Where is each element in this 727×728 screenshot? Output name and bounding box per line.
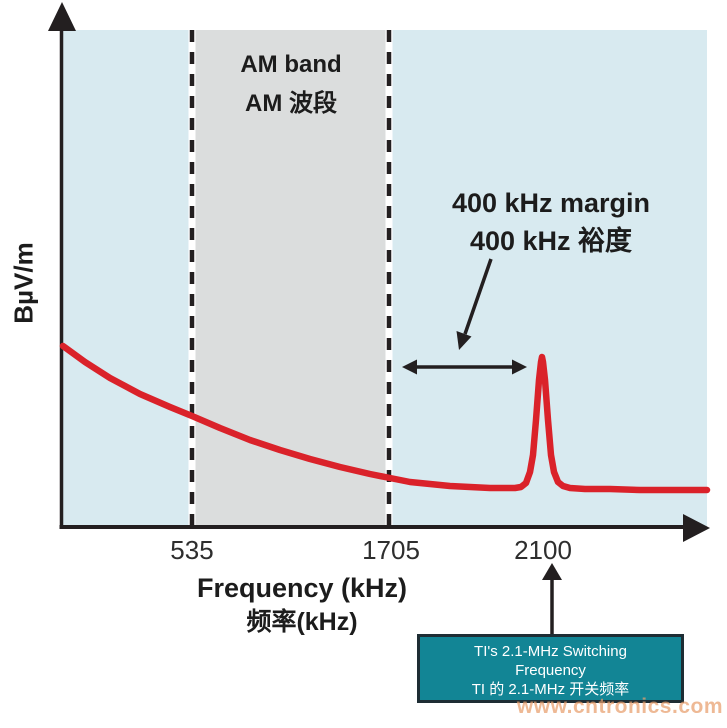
switching-frequency-callout: TI's 2.1-MHz Switching Frequency TI 的 2.…	[417, 634, 684, 703]
y-axis	[48, 2, 76, 529]
y-axis-label: BµV/m	[8, 242, 39, 324]
x-axis-label-en: Frequency (kHz)	[196, 573, 408, 603]
am-band-label-zh: AM 波段	[245, 90, 337, 117]
x-tick-535: 535	[170, 535, 214, 565]
x-tick-2100: 2100	[514, 535, 572, 565]
switching-frequency-arrowhead-icon	[542, 563, 562, 580]
margin-arrow-left-head-icon	[402, 359, 417, 375]
margin-label-en: 400 kHz margin	[451, 188, 651, 218]
x-axis-arrowhead-icon	[683, 514, 710, 542]
margin-label-zh: 400 kHz 裕度	[469, 226, 633, 256]
x-tick-1705: 1705	[362, 535, 420, 565]
watermark: www.cntronics.com	[516, 695, 723, 718]
x-axis	[59, 514, 710, 542]
margin-callout-arrowhead-icon	[456, 331, 472, 350]
x-axis-label-zh: 频率(kHz)	[246, 608, 358, 636]
callout-line1: TI's 2.1-MHz Switching	[474, 643, 627, 660]
am-band-region	[192, 30, 389, 527]
switching-frequency-arrow	[542, 563, 562, 636]
am-band-label-en: AM band	[240, 51, 342, 78]
margin-callout-arrow	[456, 258, 493, 350]
margin-arrow-right-head-icon	[512, 359, 527, 375]
callout-line2: Frequency	[515, 662, 586, 679]
y-axis-arrowhead-icon	[48, 2, 76, 31]
callout-line3: TI 的 2.1-MHz 开关频率	[471, 681, 630, 698]
margin-double-arrow	[402, 359, 527, 375]
emi-curve	[59, 342, 711, 494]
